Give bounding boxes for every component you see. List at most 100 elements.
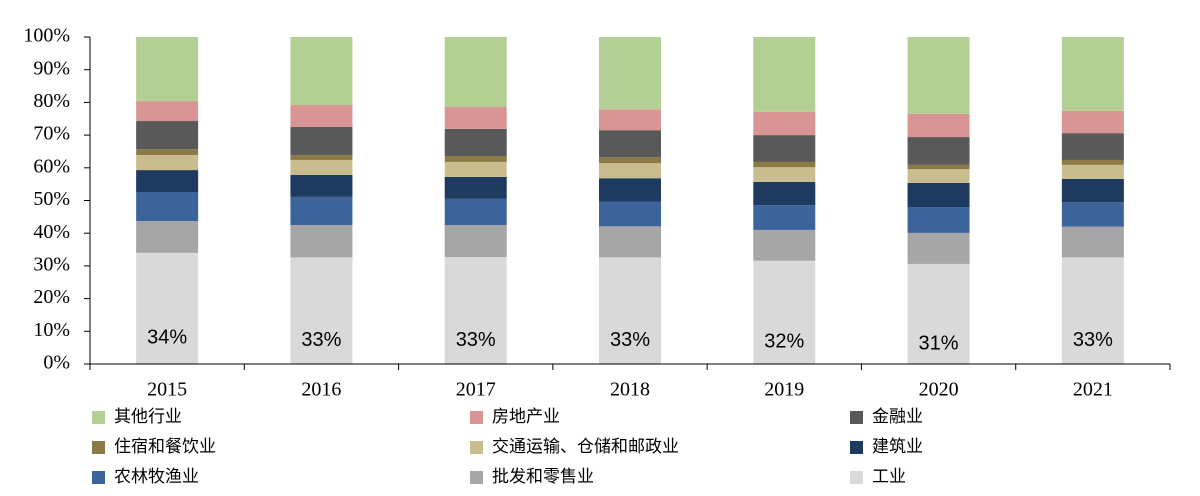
legend-label: 其他行业 — [114, 407, 182, 426]
bar-segment — [136, 191, 199, 222]
bar-segment — [444, 156, 507, 162]
legend-label: 房地产业 — [492, 407, 560, 426]
bar-segment — [1061, 133, 1124, 160]
bar-segment — [907, 37, 970, 114]
bar-segment — [444, 176, 507, 199]
y-tick-label: 40% — [33, 221, 70, 243]
bar-segment — [290, 174, 353, 197]
legend-label: 批发和零售业 — [492, 467, 594, 486]
data-label: 34% — [147, 327, 187, 349]
x-tick-label: 2021 — [1073, 379, 1113, 401]
data-label: 32% — [764, 331, 804, 353]
bar-segment — [599, 157, 661, 164]
legend-label: 住宿和餐饮业 — [114, 437, 216, 456]
bar-segment — [290, 257, 353, 364]
bar-segment — [444, 225, 507, 258]
bar-segment — [290, 155, 353, 160]
bar-segment — [599, 130, 661, 158]
bar-segment — [753, 111, 816, 136]
legend-swatch — [92, 471, 105, 484]
bar-segment — [599, 109, 661, 131]
bar-segment — [290, 196, 353, 226]
y-tick-label: 0% — [43, 352, 70, 374]
bar-segment — [907, 113, 970, 138]
bar-segment — [753, 181, 816, 206]
bar-segment — [290, 126, 353, 156]
bar-segment — [599, 257, 661, 364]
legend-label: 农林牧渔业 — [114, 467, 199, 486]
bar-segment — [1061, 164, 1124, 179]
x-tick-label: 2020 — [919, 379, 959, 401]
data-label: 33% — [456, 329, 496, 351]
legend-swatch — [470, 441, 483, 454]
bar-segment — [444, 128, 507, 157]
bar-segment — [1061, 159, 1124, 165]
bar-segment — [136, 149, 199, 156]
x-tick-label: 2019 — [764, 379, 804, 401]
legend-label: 建筑业 — [872, 437, 923, 456]
bar-segment — [1061, 110, 1124, 134]
bar-segment — [753, 260, 816, 364]
bar-segment — [599, 226, 661, 258]
y-tick-label: 100% — [23, 25, 70, 47]
data-label: 31% — [919, 332, 959, 354]
bar-segment — [290, 37, 353, 106]
x-tick-label: 2016 — [301, 379, 341, 401]
bar-segment — [1061, 37, 1124, 111]
bar-segment — [753, 167, 816, 182]
bar-segment — [753, 135, 816, 162]
bar-segment — [290, 159, 353, 175]
x-tick-label: 2018 — [610, 379, 650, 401]
bar-segment — [753, 37, 816, 112]
bar-segment — [599, 178, 661, 202]
data-label: 33% — [1073, 329, 1113, 351]
legend-swatch — [850, 411, 863, 424]
bar-segment — [907, 207, 970, 233]
legend-label: 交通运输、仓储和邮政业 — [492, 437, 679, 456]
bar-segment — [444, 161, 507, 177]
bar-segment — [136, 101, 199, 122]
bar-segment — [599, 201, 661, 227]
bar-segment — [907, 169, 970, 183]
legend-swatch — [850, 471, 863, 484]
legend-swatch — [92, 441, 105, 454]
bar-segment — [1061, 226, 1124, 258]
bar-segment — [1061, 257, 1124, 364]
bar-segment — [907, 182, 970, 208]
bar-segment — [444, 37, 507, 107]
y-tick-label: 70% — [33, 123, 70, 145]
bar-segment — [290, 225, 353, 258]
bar-segment — [907, 164, 970, 170]
bar-segment — [136, 155, 199, 171]
legend-swatch — [850, 441, 863, 454]
y-tick-label: 30% — [33, 253, 70, 275]
legend-swatch — [470, 411, 483, 424]
bar-segment — [136, 121, 199, 150]
bar-segment — [136, 37, 199, 102]
legend-swatch — [92, 411, 105, 424]
bar-segment — [136, 252, 199, 364]
y-tick-label: 80% — [33, 90, 70, 112]
y-tick-label: 20% — [33, 286, 70, 308]
bar-segment — [907, 137, 970, 165]
y-tick-label: 50% — [33, 188, 70, 210]
y-tick-label: 10% — [33, 319, 70, 341]
bar-segment — [1061, 178, 1124, 203]
bar-segment — [444, 106, 507, 129]
x-tick-label: 2015 — [147, 379, 187, 401]
bar-segment — [907, 263, 970, 364]
bar-segment — [599, 163, 661, 179]
legend-label: 工业 — [872, 467, 906, 486]
y-tick-label: 60% — [33, 155, 70, 177]
legend-label: 金融业 — [872, 407, 923, 426]
bar-segment — [444, 198, 507, 226]
bar-segment — [290, 105, 353, 127]
bar-segment — [599, 37, 661, 110]
bar-segment — [753, 205, 816, 230]
data-label: 33% — [301, 329, 341, 351]
bar-segment — [907, 232, 970, 264]
bar-segment — [753, 229, 816, 261]
bar-segment — [136, 170, 199, 192]
bar-segment — [136, 221, 199, 253]
